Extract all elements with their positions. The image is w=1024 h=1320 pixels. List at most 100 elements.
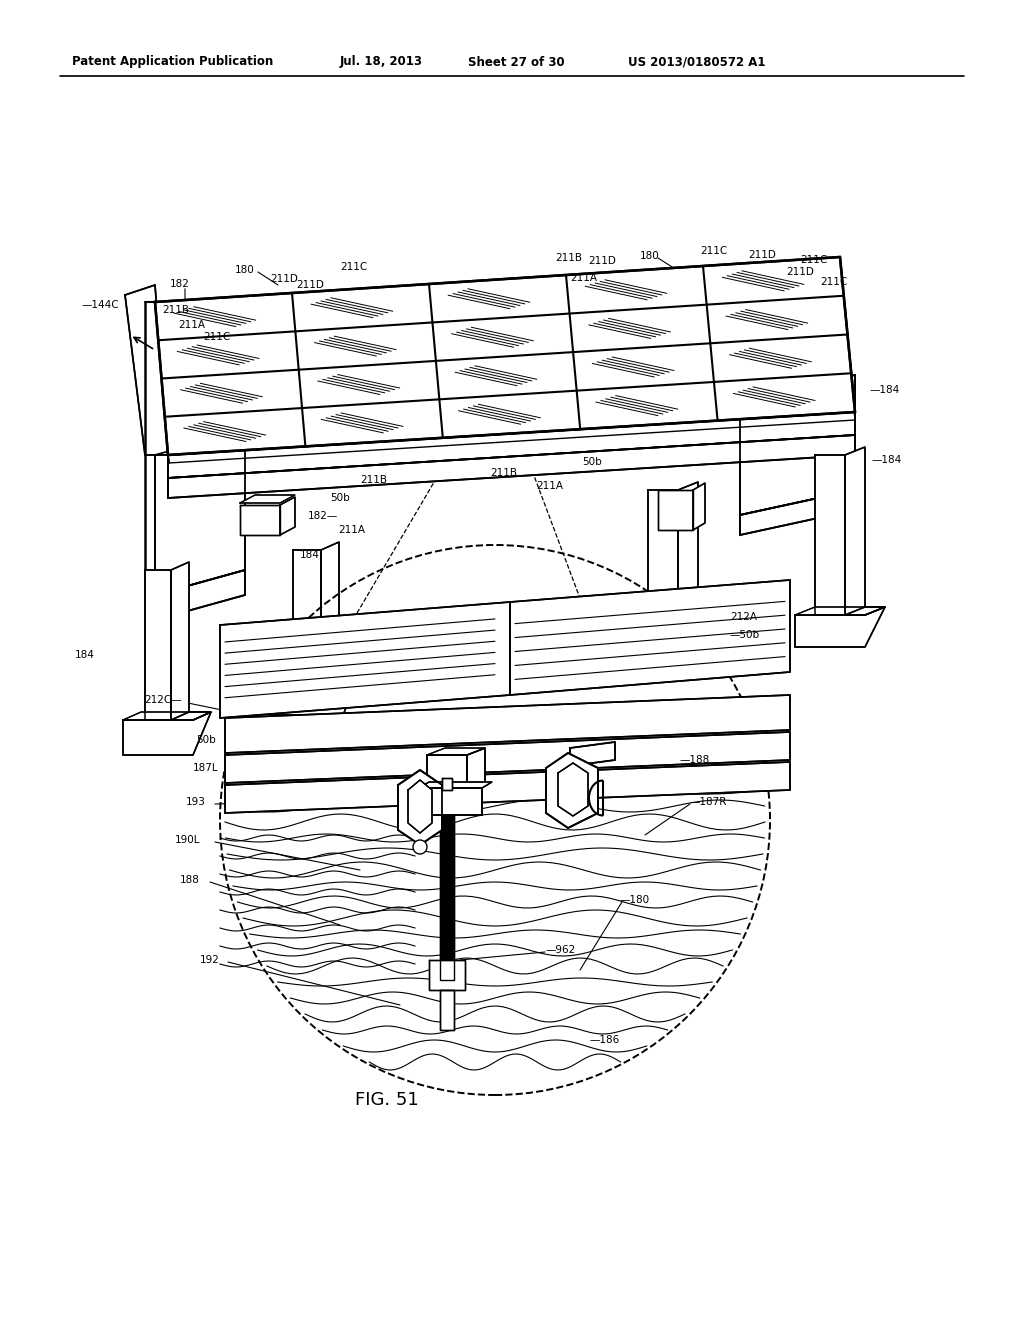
Polygon shape [795,607,885,615]
Text: 211D: 211D [786,267,814,277]
Polygon shape [155,257,855,455]
Polygon shape [648,490,678,640]
Text: 187L: 187L [193,763,219,774]
Text: —50b: —50b [730,630,760,640]
Text: Sheet 27 of 30: Sheet 27 of 30 [468,55,564,69]
Polygon shape [398,770,442,845]
Text: 211D: 211D [296,280,324,290]
Polygon shape [558,763,588,816]
Text: —962: —962 [545,945,575,954]
Text: —144C: —144C [82,300,120,310]
Circle shape [413,840,427,854]
Polygon shape [225,762,790,813]
Polygon shape [168,436,855,498]
Text: 211B: 211B [555,253,582,263]
Polygon shape [225,733,790,783]
Text: —184: —184 [870,385,900,395]
Text: 211C: 211C [800,255,827,265]
Polygon shape [440,990,454,1030]
Polygon shape [240,495,295,503]
Polygon shape [125,285,168,455]
Polygon shape [840,257,855,420]
Text: 184: 184 [75,649,95,660]
Polygon shape [271,672,361,680]
Polygon shape [145,570,171,719]
Polygon shape [815,455,845,615]
Text: 211D: 211D [588,256,615,267]
Text: 50b: 50b [582,457,602,467]
Text: 212C—: 212C— [144,696,182,705]
Text: 180: 180 [234,265,255,275]
Polygon shape [171,711,211,719]
Polygon shape [280,498,295,535]
Text: —186: —186 [590,1035,621,1045]
Text: 211A: 211A [536,480,563,491]
Text: 212A: 212A [730,612,757,622]
Polygon shape [678,632,718,640]
Polygon shape [427,748,485,755]
Text: —188: —188 [680,755,711,766]
Polygon shape [467,748,485,789]
Polygon shape [220,602,510,718]
Polygon shape [321,543,339,680]
Text: 180: 180 [640,251,659,261]
Polygon shape [419,788,482,814]
Text: 190L: 190L [175,836,201,845]
Text: 211B: 211B [360,475,387,484]
Text: 182—: 182— [308,511,338,521]
Polygon shape [240,506,280,535]
Text: 182: 182 [170,279,189,289]
Polygon shape [408,780,432,833]
Text: 211D: 211D [270,275,298,284]
Polygon shape [271,672,361,715]
Text: 50b: 50b [196,735,216,744]
Text: US 2013/0180572 A1: US 2013/0180572 A1 [628,55,766,69]
Polygon shape [795,607,885,647]
Text: 211A: 211A [178,319,205,330]
Text: FIG. 51: FIG. 51 [355,1092,419,1109]
Text: 211A: 211A [570,273,597,282]
Polygon shape [740,375,855,515]
Text: 211C: 211C [203,333,230,342]
Polygon shape [628,632,718,672]
Polygon shape [546,752,598,828]
Polygon shape [678,482,698,640]
Text: 50b: 50b [330,492,350,503]
Text: 211B: 211B [490,469,517,478]
Text: 211C: 211C [820,277,847,286]
Polygon shape [429,960,465,990]
Text: 211A: 211A [338,525,365,535]
Polygon shape [440,789,454,979]
Polygon shape [168,412,855,463]
Polygon shape [570,742,615,766]
Polygon shape [171,562,189,719]
Polygon shape [168,412,855,478]
Polygon shape [225,696,790,752]
Text: —187R: —187R [690,797,727,807]
Polygon shape [845,607,885,615]
Polygon shape [123,711,211,755]
Text: 211C: 211C [700,246,727,256]
Text: Jul. 18, 2013: Jul. 18, 2013 [340,55,423,69]
Text: —184: —184 [872,455,902,465]
Text: 211B: 211B [162,305,189,315]
Polygon shape [293,550,321,680]
Polygon shape [693,483,705,531]
Polygon shape [155,302,169,463]
Text: 184: 184 [300,550,319,560]
Polygon shape [658,490,693,531]
Polygon shape [321,672,361,680]
Polygon shape [155,570,245,620]
Polygon shape [628,632,718,640]
Polygon shape [510,579,790,696]
Polygon shape [123,711,211,719]
Polygon shape [845,447,865,615]
Polygon shape [442,777,452,789]
Polygon shape [427,755,467,789]
Polygon shape [155,430,245,595]
Polygon shape [419,781,492,788]
Text: 188: 188 [180,875,200,884]
Text: 211C: 211C [340,261,368,272]
Text: Patent Application Publication: Patent Application Publication [72,55,273,69]
Polygon shape [740,490,855,535]
